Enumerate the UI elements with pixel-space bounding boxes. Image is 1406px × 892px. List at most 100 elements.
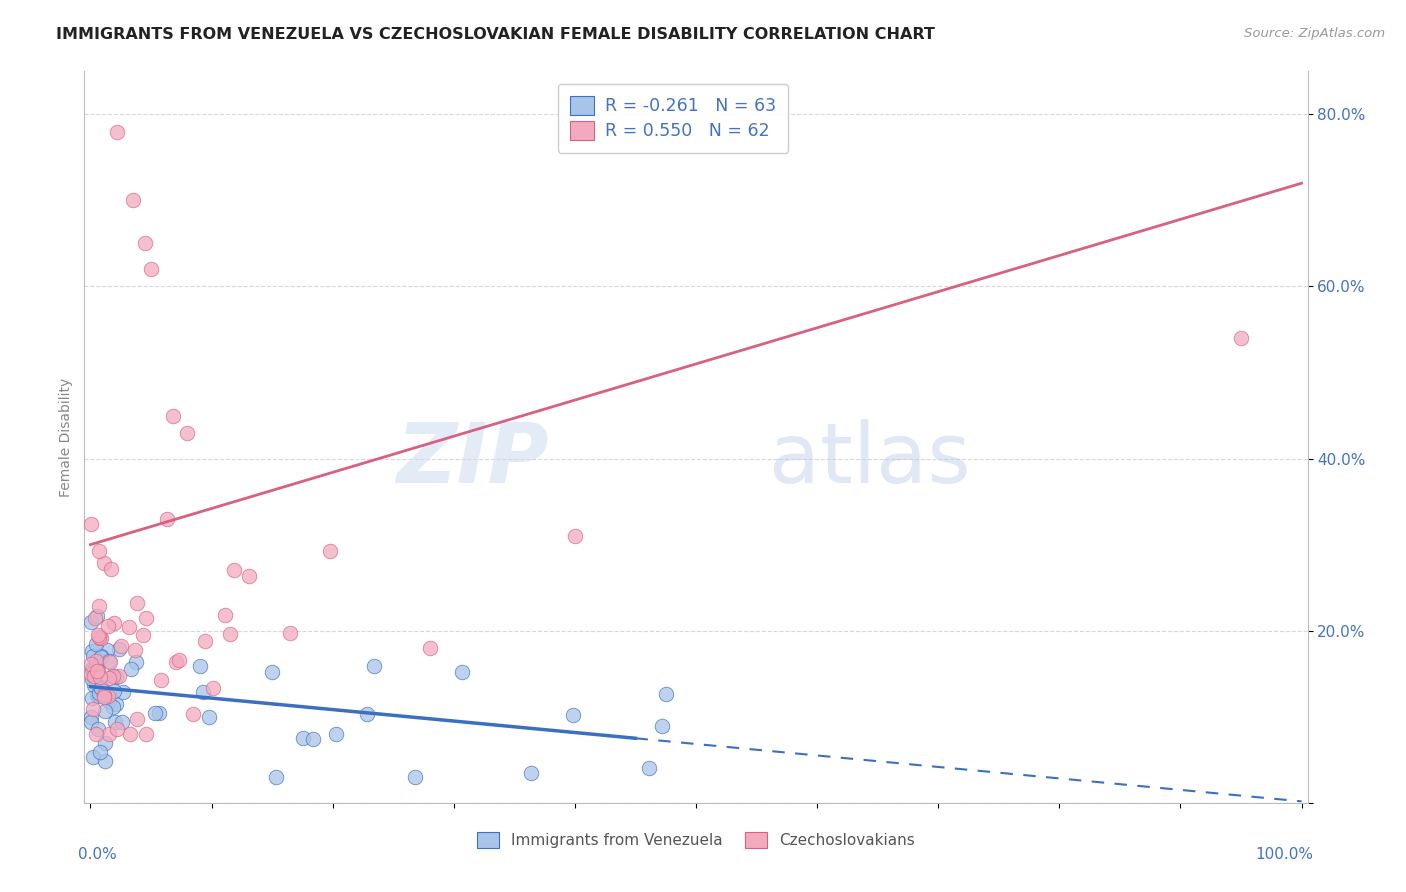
Point xyxy=(202,681,225,695)
Point xyxy=(118,727,141,741)
Text: 100.0%: 100.0% xyxy=(1256,847,1313,862)
Point xyxy=(84,637,107,651)
Point xyxy=(89,745,111,759)
Point xyxy=(89,681,111,695)
Point xyxy=(162,409,184,423)
Point xyxy=(80,672,103,686)
Point xyxy=(561,708,583,723)
Point xyxy=(132,628,155,642)
Point xyxy=(82,702,104,716)
Point xyxy=(124,643,146,657)
Point xyxy=(156,512,179,526)
Point xyxy=(134,236,156,251)
Point xyxy=(87,628,110,642)
Y-axis label: Female Disability: Female Disability xyxy=(59,377,73,497)
Point xyxy=(83,664,105,678)
Point xyxy=(655,687,678,701)
Point xyxy=(98,727,121,741)
Point xyxy=(87,689,110,703)
Point xyxy=(80,657,103,671)
Point xyxy=(84,727,107,741)
Point xyxy=(363,659,385,673)
Point xyxy=(564,529,586,543)
Point xyxy=(89,686,111,700)
Point xyxy=(93,688,115,702)
Point xyxy=(193,685,215,699)
Point xyxy=(264,770,287,784)
Point xyxy=(218,627,240,641)
Point xyxy=(80,644,103,658)
Point xyxy=(98,655,121,669)
Point xyxy=(93,690,115,704)
Point xyxy=(135,611,157,625)
Point xyxy=(101,669,124,683)
Point xyxy=(82,750,104,764)
Point xyxy=(110,639,132,653)
Point xyxy=(291,731,314,745)
Point xyxy=(325,727,347,741)
Point xyxy=(198,710,221,724)
Point xyxy=(87,722,110,736)
Point xyxy=(451,665,474,679)
Text: 0.0%: 0.0% xyxy=(79,847,117,862)
Point xyxy=(125,596,148,610)
Point xyxy=(96,643,118,657)
Point xyxy=(120,662,142,676)
Point xyxy=(118,620,141,634)
Point xyxy=(404,770,426,784)
Point xyxy=(238,569,260,583)
Point xyxy=(87,664,110,678)
Point xyxy=(93,556,115,570)
Point xyxy=(280,626,302,640)
Point xyxy=(194,634,217,648)
Point xyxy=(143,706,166,721)
Point xyxy=(98,671,121,685)
Point xyxy=(98,654,121,668)
Point xyxy=(104,714,127,729)
Point xyxy=(83,610,105,624)
Point xyxy=(127,712,149,726)
Point xyxy=(83,669,105,683)
Point xyxy=(90,680,112,694)
Point xyxy=(214,608,236,623)
Point xyxy=(84,654,107,668)
Text: Source: ZipAtlas.com: Source: ZipAtlas.com xyxy=(1244,27,1385,40)
Point xyxy=(90,632,112,646)
Point xyxy=(105,125,128,139)
Point xyxy=(100,562,122,576)
Point xyxy=(101,700,124,714)
Legend: Immigrants from Venezuela, Czechoslovakians: Immigrants from Venezuela, Czechoslovaki… xyxy=(468,823,924,857)
Point xyxy=(148,706,170,720)
Point xyxy=(93,754,115,768)
Point xyxy=(80,517,103,532)
Point xyxy=(97,619,120,633)
Point xyxy=(89,631,111,645)
Point xyxy=(111,714,134,729)
Point xyxy=(139,262,162,277)
Point xyxy=(222,564,245,578)
Point xyxy=(301,731,323,746)
Point xyxy=(80,714,103,729)
Point xyxy=(87,544,110,558)
Point xyxy=(108,669,131,683)
Point xyxy=(94,704,117,718)
Point xyxy=(86,657,108,671)
Point xyxy=(176,425,198,440)
Point xyxy=(80,662,103,676)
Point xyxy=(181,706,204,721)
Point xyxy=(89,670,111,684)
Point xyxy=(86,676,108,690)
Point xyxy=(89,630,111,644)
Point xyxy=(167,653,190,667)
Point xyxy=(97,689,120,703)
Point xyxy=(82,690,104,705)
Point xyxy=(103,616,125,631)
Point xyxy=(104,697,127,711)
Point xyxy=(87,599,110,613)
Point xyxy=(418,640,440,655)
Text: atlas: atlas xyxy=(769,418,972,500)
Point xyxy=(319,544,342,558)
Point xyxy=(83,664,105,678)
Point xyxy=(135,727,157,741)
Point xyxy=(103,683,125,698)
